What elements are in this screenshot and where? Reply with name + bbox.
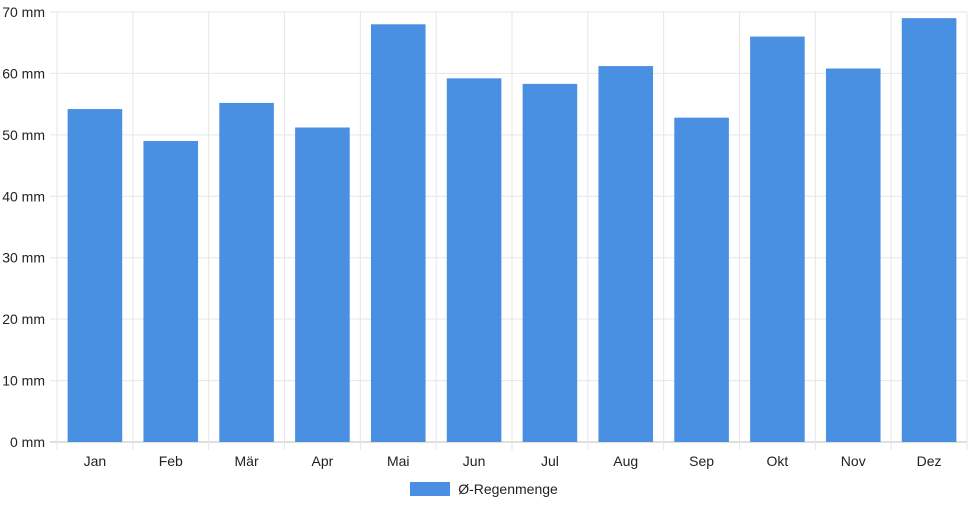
y-tick-label: 40 mm (2, 188, 45, 204)
bar-jan[interactable] (67, 109, 123, 443)
legend-swatch (410, 482, 451, 496)
x-tick-label: Apr (312, 453, 334, 469)
legend-label: Ø-Regenmenge (458, 481, 558, 497)
x-tick-label: Mär (235, 453, 259, 469)
bar-nov[interactable] (825, 68, 881, 442)
x-tick-label: Nov (841, 453, 866, 469)
y-tick-label: 50 mm (2, 127, 45, 143)
y-tick-label: 60 mm (2, 65, 45, 81)
x-tick-label: Jan (84, 453, 107, 469)
bar-aug[interactable] (598, 66, 654, 443)
bar-apr[interactable] (295, 127, 350, 442)
x-tick-label: Feb (159, 453, 183, 469)
grid-lines (50, 11, 968, 450)
bar-jun[interactable] (446, 78, 502, 442)
x-tick-label: Okt (767, 453, 789, 469)
bar-mai[interactable] (370, 24, 426, 443)
y-tick-label: 20 mm (2, 311, 45, 327)
x-tick-label: Mai (387, 453, 410, 469)
y-tick-label: 70 mm (2, 4, 45, 20)
x-tick-label: Sep (689, 453, 714, 469)
bar-feb[interactable] (143, 141, 199, 442)
x-tick-label: Jul (541, 453, 559, 469)
y-axis-ticks: 0 mm 10 mm 20 mm 30 mm 40 mm 50 mm 60 mm 70 mm (2, 4, 45, 450)
bar-jul[interactable] (522, 83, 578, 442)
bars (67, 18, 957, 443)
bar-mär[interactable] (219, 102, 274, 443)
bar-okt[interactable] (750, 36, 805, 442)
y-tick-label: 10 mm (2, 373, 45, 389)
bar-sep[interactable] (674, 117, 729, 443)
x-tick-label: Jun (463, 453, 486, 469)
legend[interactable]: Ø-Regenmenge (0, 481, 968, 497)
x-tick-label: Dez (917, 453, 942, 469)
x-axis-ticks: Jan Feb Mär Apr Mai Jun Jul Aug Sep Okt Nov Dez (84, 453, 942, 469)
y-tick-label: 0 mm (10, 434, 45, 450)
bar-dez[interactable] (901, 18, 957, 443)
y-tick-label: 30 mm (2, 250, 45, 266)
x-tick-label: Aug (613, 453, 638, 469)
